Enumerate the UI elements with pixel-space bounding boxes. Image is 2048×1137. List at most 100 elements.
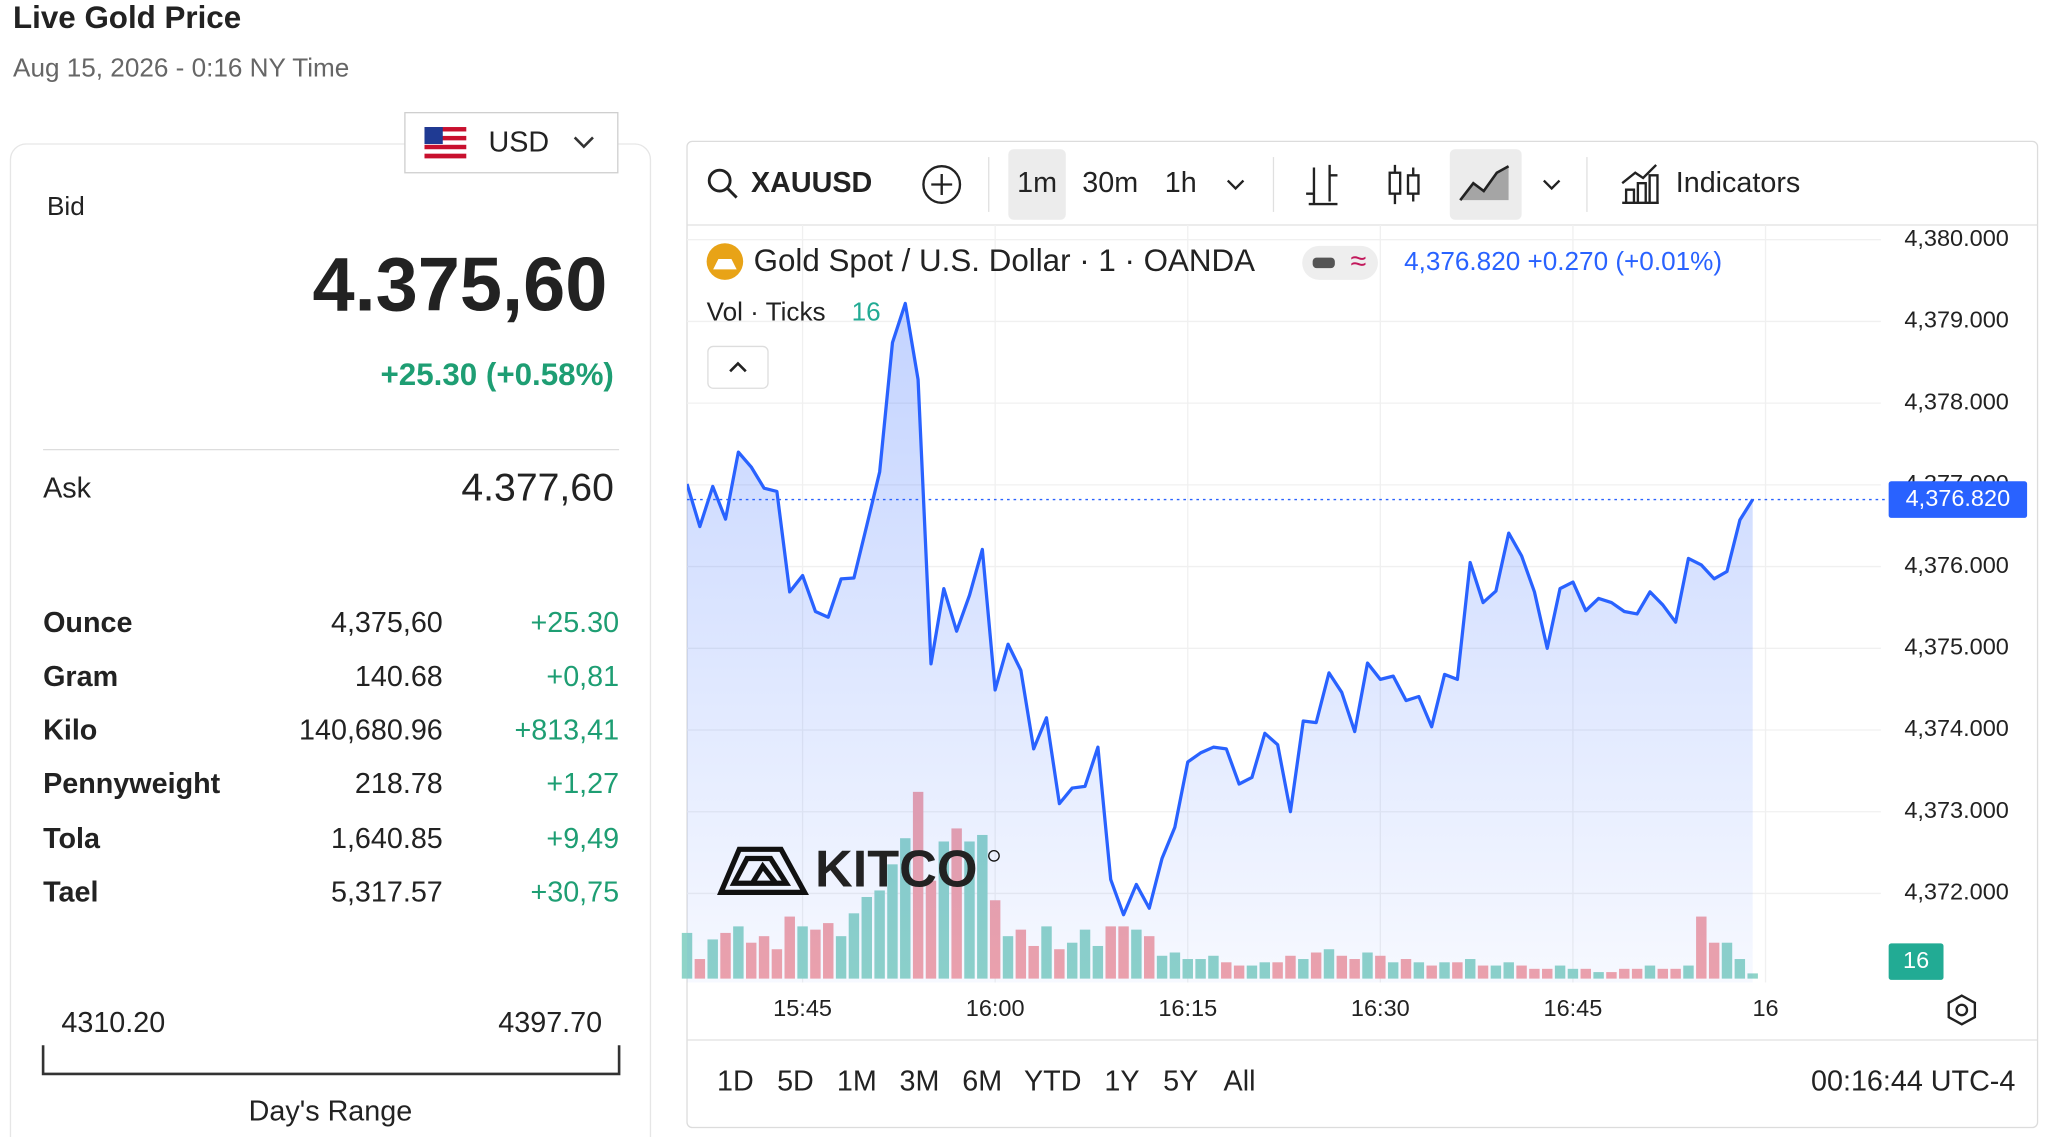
- volume-value: 16: [852, 297, 881, 327]
- toolbar: XAUUSD 1m 30m 1h Indicators: [707, 149, 1801, 220]
- range-button[interactable]: 5Y: [1163, 1066, 1198, 1098]
- indicators-button[interactable]: Indicators: [1676, 167, 1801, 199]
- range-bar: [41, 1045, 621, 1076]
- candle: [1388, 171, 1402, 195]
- y-tick-label: 4,375.000: [1904, 634, 2009, 660]
- y-tick-label: 4,373.000: [1904, 797, 2009, 823]
- ask-label: Ask: [43, 473, 92, 505]
- registered-mark: [988, 849, 1000, 862]
- volume-badge-label: 16: [1903, 947, 1929, 973]
- x-tick-label: 16: [1752, 995, 1778, 1021]
- unit-table: Ounce 4,375,60 +25.30 Gram 140.68 +0,81 Kilo 14…: [43, 607, 619, 908]
- symbol[interactable]: XAUUSD: [751, 167, 872, 199]
- range-button[interactable]: 5D: [777, 1066, 814, 1098]
- status-icon: ≈: [1351, 245, 1367, 277]
- unit-price: 4,375,60: [331, 607, 443, 639]
- unit-name: Tael: [43, 876, 98, 908]
- unit-price: 140,680.96: [299, 714, 443, 746]
- range-button[interactable]: YTD: [1024, 1066, 1081, 1098]
- unit-change: +9,49: [546, 823, 619, 855]
- range-label: Day's Range: [249, 1096, 413, 1128]
- unit-price: 5,317.57: [331, 876, 443, 908]
- y-tick-label: 4,376.000: [1904, 552, 2009, 578]
- chevron[interactable]: [1543, 179, 1561, 191]
- currency-select[interactable]: USD: [404, 112, 619, 174]
- y-tick-label: 4,378.000: [1904, 388, 2009, 414]
- x-tick-label: 16:15: [1158, 995, 1217, 1021]
- chevron: [573, 136, 594, 149]
- range-high: 4397.70: [498, 1007, 602, 1039]
- volume-badge: [1888, 943, 1944, 980]
- candle: [1406, 174, 1420, 195]
- y-tick-label: 4,374.000: [1904, 715, 2009, 741]
- plus: [931, 174, 953, 195]
- price-line: [687, 301, 1755, 917]
- x-tick-label: 15:45: [773, 995, 832, 1021]
- bid-label: Bid: [47, 191, 85, 221]
- unit-name: Tola: [43, 823, 101, 855]
- unit-change: +30,75: [530, 876, 619, 908]
- range-button[interactable]: 1D: [717, 1066, 754, 1098]
- interval[interactable]: 30m: [1082, 167, 1138, 199]
- logo-icon: [717, 846, 809, 896]
- indicators-icon[interactable]: [1621, 164, 1659, 204]
- currency-label[interactable]: USD: [488, 127, 549, 159]
- volume-title: Vol · Ticks: [707, 297, 826, 327]
- bid-change: +25.30 (+0.58%): [380, 357, 613, 392]
- area-active[interactable]: [1449, 149, 1522, 220]
- bid-price: 4.375,60: [312, 242, 607, 327]
- status-pill: [1302, 245, 1378, 280]
- symbol-logo-bar: [713, 258, 737, 270]
- unit-change: +0,81: [546, 661, 619, 693]
- settings-dot: [1955, 1003, 1969, 1017]
- interval[interactable]: 1m: [1017, 167, 1057, 199]
- range-button[interactable]: 3M: [900, 1066, 940, 1098]
- timestamp: Aug 15, 2026 - 0:16 NY Time: [13, 52, 349, 82]
- clock: 00:16:44 UTC-4: [1811, 1066, 2015, 1098]
- legend-change: +0.270: [1528, 246, 1609, 276]
- y-tick-label: 4,380.000: [1904, 225, 2009, 251]
- bars-icon[interactable]: [1306, 164, 1338, 206]
- x-tick-label: 16:00: [966, 995, 1025, 1021]
- page-title: Live Gold Price: [13, 0, 241, 35]
- interval-active[interactable]: [1008, 149, 1066, 220]
- range-button[interactable]: All: [1224, 1066, 1256, 1098]
- chevron-up: [729, 361, 747, 373]
- kitco-logo: KITCO: [717, 841, 1000, 899]
- range-button[interactable]: 6M: [962, 1066, 1002, 1098]
- last-price-label: 4,376.820: [1906, 485, 2011, 511]
- legend-price: 4,376.820: [1404, 246, 1520, 276]
- unit-change: +813,41: [514, 714, 619, 746]
- status-dash: [1312, 257, 1335, 269]
- range-button[interactable]: 1Y: [1104, 1066, 1139, 1098]
- area-icon: [1459, 165, 1510, 201]
- search-icon-handle: [726, 187, 738, 199]
- unit-name: Gram: [43, 661, 118, 693]
- collapse-button[interactable]: [707, 345, 769, 389]
- plot: [687, 301, 1755, 983]
- settings-hex[interactable]: [1947, 994, 1977, 1026]
- area: [687, 303, 1753, 983]
- interval[interactable]: 1h: [1165, 167, 1197, 199]
- y-tick-label: 4,372.000: [1904, 879, 2009, 905]
- price-card: [9, 143, 652, 1137]
- last-price-badge: [1888, 481, 2028, 518]
- range-button[interactable]: 1M: [837, 1066, 877, 1098]
- unit-price: 218.78: [355, 768, 443, 800]
- flag-stripes: [424, 127, 467, 159]
- range-low: 4310.20: [61, 1007, 165, 1039]
- unit-change: +25.30: [530, 607, 619, 639]
- unit-change: +1,27: [546, 768, 619, 800]
- settings-icon[interactable]: [1947, 994, 1977, 1026]
- x-tick-label: 16:30: [1351, 995, 1410, 1021]
- y-tick-label: 4,379.000: [1904, 307, 2009, 333]
- axes: 15:45 16:00 16:15 16:30 16:45 16 4,380.000 4,37…: [773, 225, 2009, 1021]
- add-symbol[interactable]: [922, 165, 962, 204]
- unit-price: 1,640.85: [331, 823, 443, 855]
- search-icon[interactable]: [707, 168, 732, 193]
- unit-price: 140.68: [355, 661, 443, 693]
- x-tick-label: 16:45: [1544, 995, 1603, 1021]
- chevron[interactable]: [1226, 179, 1245, 191]
- ask-price: 4.377,60: [461, 466, 613, 509]
